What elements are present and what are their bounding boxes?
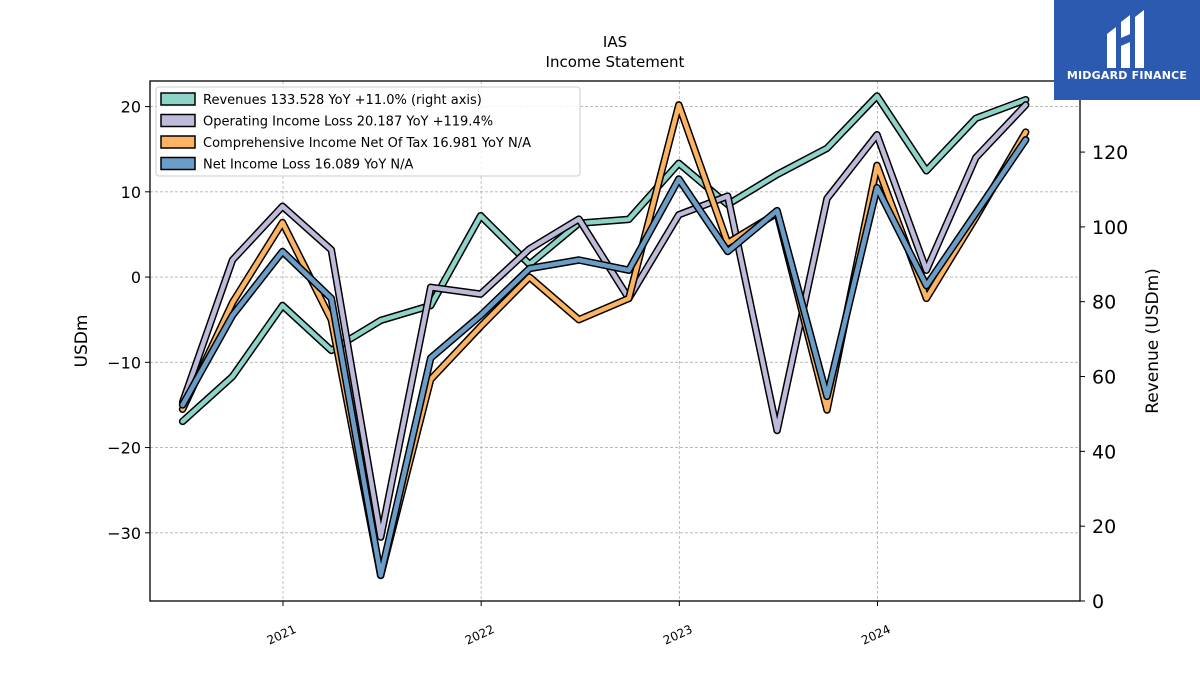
y-tick-label-left: −30 bbox=[107, 524, 141, 543]
y-tick-label-right: 20 bbox=[1092, 516, 1116, 538]
legend-swatch bbox=[160, 135, 196, 149]
y-tick-label-right: 60 bbox=[1092, 367, 1116, 389]
series-2 bbox=[178, 101, 1030, 541]
y-tick-label-left: 20 bbox=[121, 98, 141, 117]
legend-label: Comprehensive Income Net Of Tax 16.981 Y… bbox=[203, 136, 531, 151]
y-tick-label-left: −20 bbox=[107, 439, 141, 458]
logo-text: MIDGARD FINANCE bbox=[1066, 69, 1188, 82]
chart-title: IAS bbox=[603, 33, 627, 51]
y-tick-label-right: 80 bbox=[1092, 292, 1116, 314]
x-tick-label: 2022 bbox=[463, 622, 497, 648]
y-tick-label-right: 0 bbox=[1092, 591, 1104, 613]
plot-area-frame bbox=[149, 80, 1081, 602]
y-axis-label-right: Revenue (USDm) bbox=[1143, 268, 1163, 414]
legend: Revenues 133.528 YoY +11.0% (right axis)… bbox=[155, 86, 581, 177]
x-axis: 2021 2022 2023 2024 bbox=[265, 601, 893, 648]
midgard-finance-logo: MIDGARD FINANCE bbox=[1054, 0, 1200, 100]
legend-box bbox=[155, 86, 581, 177]
x-tick-label: 2024 bbox=[859, 622, 893, 648]
x-tick-label: 2021 bbox=[265, 622, 299, 648]
series-3 bbox=[178, 101, 1030, 580]
y-tick-label-right: 120 bbox=[1092, 142, 1128, 164]
midgard-logo-icon bbox=[1107, 10, 1144, 68]
legend-label: Operating Income Loss 20.187 YoY +119.4% bbox=[203, 115, 493, 130]
series-lines bbox=[178, 92, 1030, 580]
y-axis-right: 0 20 40 60 80 100 120 bbox=[1080, 142, 1128, 613]
y-tick-label-left: −10 bbox=[107, 353, 141, 372]
legend-label: Revenues 133.528 YoY +11.0% (right axis) bbox=[203, 93, 482, 108]
legend-label: Net Income Loss 16.089 YoY N/A bbox=[203, 158, 414, 173]
series-4 bbox=[178, 136, 1030, 580]
legend-swatch bbox=[160, 113, 196, 128]
series-2-line bbox=[180, 102, 1028, 540]
legend-swatch bbox=[160, 156, 196, 171]
legend-swatch bbox=[160, 92, 196, 106]
series-4-line bbox=[180, 137, 1028, 578]
y-axis-label-left: USDm bbox=[72, 315, 92, 368]
series-1 bbox=[178, 92, 1030, 426]
y-axis-left: −30 −20 −10 0 10 20 bbox=[107, 98, 150, 543]
y-tick-label-right: 40 bbox=[1092, 441, 1116, 463]
chart-subtitle: Income Statement bbox=[546, 53, 685, 71]
series-1-line bbox=[180, 93, 1028, 424]
y-tick-label-left: 0 bbox=[131, 268, 141, 287]
y-tick-label-left: 10 bbox=[121, 183, 141, 202]
y-tick-label-right: 100 bbox=[1092, 217, 1128, 239]
series-3-line bbox=[180, 102, 1028, 578]
x-tick-label: 2023 bbox=[661, 622, 695, 648]
